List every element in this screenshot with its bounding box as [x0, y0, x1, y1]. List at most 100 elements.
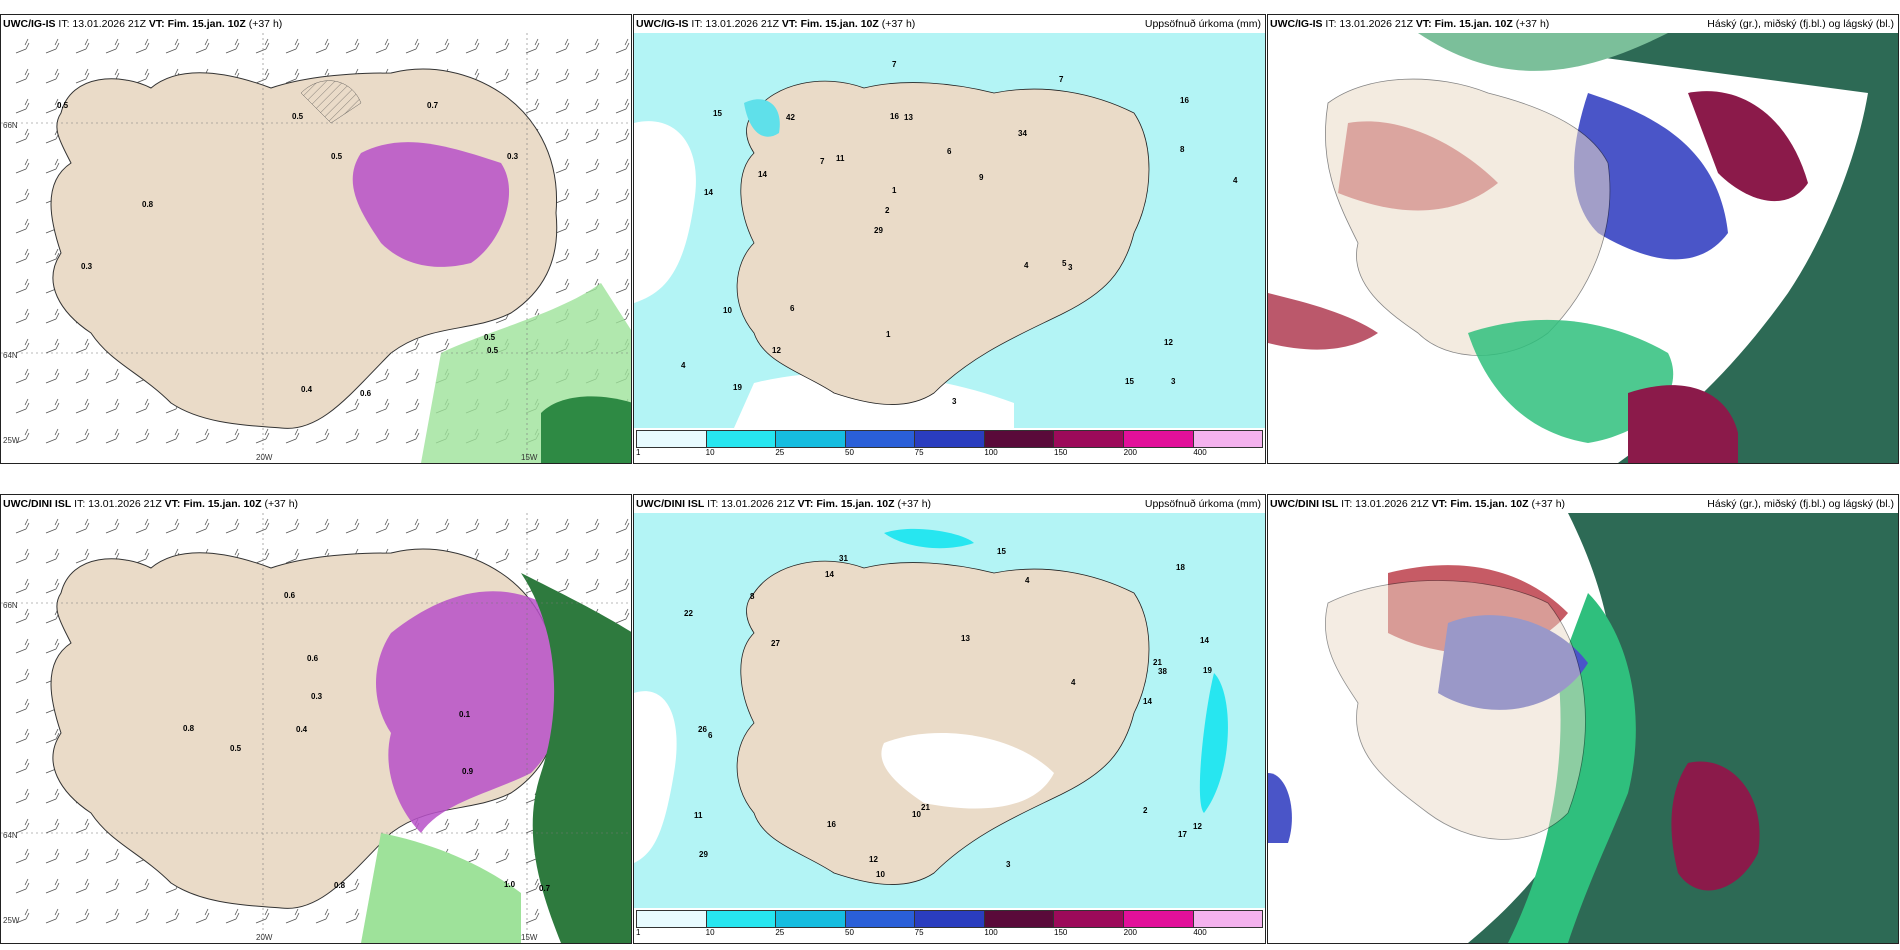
- precip-amount-label: 14: [704, 188, 713, 197]
- lat-label-25w: 25W: [3, 436, 20, 445]
- wind-barb: [255, 68, 270, 84]
- wind-barb: [225, 428, 240, 444]
- wind-barb: [15, 818, 30, 834]
- wind-barb: [195, 518, 210, 534]
- wind-barb: [45, 818, 60, 834]
- precip-map: 2141213293121161827192214101181714213826…: [634, 513, 1265, 908]
- precip-amount-label: 14: [1200, 636, 1209, 645]
- wind-barb: [525, 878, 540, 894]
- precip-amount-label: 0.7: [539, 884, 551, 893]
- colorbar-label: 25: [775, 928, 785, 937]
- precip-amount-label: 9: [979, 173, 984, 182]
- precip-amount-label: 14: [825, 570, 834, 579]
- precip-amount-label: 4: [1071, 678, 1076, 687]
- precip-amount-label: 8: [750, 592, 755, 601]
- precip-amount-label: 0.1: [459, 710, 471, 719]
- wind-barb: [105, 398, 120, 414]
- lat-label-64n: 64N: [3, 351, 18, 360]
- wind-barb: [525, 68, 540, 84]
- precip-amount-label: 42: [786, 113, 795, 122]
- wind-barb: [45, 428, 60, 444]
- wind-barb: [45, 338, 60, 354]
- precip-amount-label: 0.4: [296, 725, 308, 734]
- wind-barb: [315, 518, 330, 534]
- wind-barb: [105, 368, 120, 384]
- colorbar-swatch: [637, 431, 707, 447]
- wind-barb: [195, 908, 210, 924]
- wind-barb: [135, 878, 150, 894]
- wind-barb: [15, 518, 30, 534]
- wind-barb: [15, 368, 30, 384]
- wind-barb: [405, 338, 420, 354]
- precip-amount-label: 0.3: [507, 152, 519, 161]
- colorbar-label: 75: [914, 928, 924, 937]
- precip-amount-label: 0.4: [301, 385, 313, 394]
- wind-barb: [585, 518, 600, 534]
- colorbar-label: 400: [1193, 928, 1207, 937]
- wind-barb: [45, 878, 60, 894]
- wind-barb: [15, 428, 30, 444]
- colorbar-label: 200: [1123, 448, 1138, 457]
- wind-barb: [255, 518, 270, 534]
- precip-amount-label: 0.5: [487, 346, 499, 355]
- wind-barb: [555, 548, 570, 564]
- wind-barb: [255, 908, 270, 924]
- wind-barb: [255, 428, 270, 444]
- wind-barb: [345, 398, 360, 414]
- precip-colorbar: [636, 910, 1263, 928]
- wind-barb: [105, 878, 120, 894]
- precip-amount-label: 12: [1164, 338, 1173, 347]
- colorbar-label: 50: [845, 928, 854, 937]
- precip-amount-label: 16: [890, 112, 899, 121]
- colorbar-label: 50: [845, 448, 854, 457]
- colorbar-label: 150: [1054, 928, 1068, 937]
- panel-header: UWC/DINI ISL IT: 13.01.2026 21Z VT: Fim.…: [1, 495, 631, 513]
- wind-barb: [75, 548, 90, 564]
- precip-amount-label: 15: [1125, 377, 1134, 386]
- wind-barb: [105, 38, 120, 54]
- wind-barb: [375, 398, 390, 414]
- wind-barb: [615, 518, 630, 534]
- wind-barb: [75, 908, 90, 924]
- wind-barb: [75, 38, 90, 54]
- precip-amount-label: 11: [836, 154, 845, 163]
- wind-barb: [165, 908, 180, 924]
- precip-amount-label: 6: [947, 147, 952, 156]
- colorbar-swatch: [845, 431, 916, 447]
- wind-barb: [345, 878, 360, 894]
- wind-barb: [45, 158, 60, 174]
- lon-label-15w: 15W: [521, 453, 538, 462]
- wind-barb: [555, 518, 570, 534]
- wind-barb: [15, 398, 30, 414]
- precip-amount-label: 7: [820, 157, 825, 166]
- wind-barb: [615, 548, 630, 564]
- wind-barb: [615, 188, 630, 204]
- accum-precip-panel-row1: UWC/IG-IS IT: 13.01.2026 21Z VT: Fim. 15…: [633, 14, 1266, 464]
- precip-amount-label: 19: [733, 383, 742, 392]
- precip-amount-label: 1: [892, 186, 897, 195]
- colorbar-label: 25: [775, 448, 785, 457]
- wind-barb: [135, 518, 150, 534]
- wind-barb: [585, 578, 600, 594]
- wind-barb: [585, 158, 600, 174]
- wind-barb: [165, 428, 180, 444]
- precip-amount-label: 31: [839, 554, 848, 563]
- colorbar-label: 1: [636, 928, 641, 937]
- precip-amount-label: 4: [1024, 261, 1029, 270]
- wind-barb: [345, 518, 360, 534]
- wind-barb: [525, 518, 540, 534]
- colorbar-labels: 1 10 25 50 75 100 150 200 400: [636, 448, 1263, 458]
- wind-barb: [75, 368, 90, 384]
- wind-map: 66N 64N 25W 20W 15W 0.5 0.5 0.5 0.3 0.4 0.5 0.…: [1, 33, 631, 463]
- wind-barb: [225, 518, 240, 534]
- lon-label-15w: 15W: [521, 933, 538, 942]
- precip-amount-label: 0.6: [284, 591, 296, 600]
- accum-precip-panel-row2: UWC/DINI ISL IT: 13.01.2026 21Z VT: Fim.…: [633, 494, 1266, 944]
- wind-barb: [615, 248, 630, 264]
- wind-barb: [555, 38, 570, 54]
- wind-barb: [45, 518, 60, 534]
- colorbar-label: 75: [914, 448, 924, 457]
- wind-barb: [585, 188, 600, 204]
- precip-amount-label: 0.6: [307, 654, 319, 663]
- wind-barb: [615, 608, 630, 624]
